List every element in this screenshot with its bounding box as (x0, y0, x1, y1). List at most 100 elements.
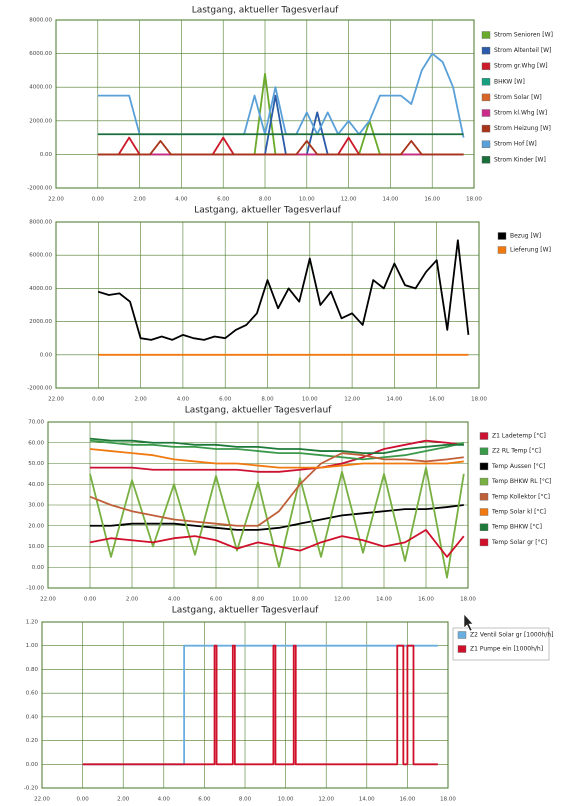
legend-swatch (479, 538, 489, 547)
x-tick-label: 6.00 (219, 397, 232, 403)
x-tick-label: 18.00 (466, 197, 482, 203)
legend-swatch (481, 46, 491, 55)
legend-swatch (479, 447, 489, 455)
legend-label: Strom Kinder [W] (494, 156, 546, 163)
legend-label: Strom Senioren [W] (494, 32, 553, 39)
legend-swatch (479, 508, 489, 516)
series-line (97, 140, 464, 156)
x-tick-label: 22.00 (48, 397, 64, 403)
series-line (90, 504, 464, 531)
y-tick-label: 8000.00 (29, 18, 52, 24)
x-tick-label: 8.00 (239, 797, 252, 803)
x-tick-label: 16.00 (418, 597, 434, 603)
x-tick-label: 10.00 (278, 797, 294, 803)
x-tick-label: 4.00 (175, 197, 188, 203)
x-tick-label: 16.00 (429, 397, 445, 403)
x-tick-label: 6.00 (217, 197, 230, 203)
legend-label: Strom gr.Whg [W] (494, 63, 548, 70)
x-tick-label: 18.00 (460, 597, 476, 603)
x-tick-label: 2.00 (126, 597, 139, 603)
legend-swatch (481, 93, 491, 102)
x-tick-label: 22.00 (34, 797, 50, 803)
x-tick-label: 4.00 (168, 597, 181, 603)
legend-label: Temp BHKW [°C] (491, 524, 542, 531)
x-tick-label: 12.00 (344, 397, 360, 403)
x-tick-label: 18.00 (471, 397, 487, 403)
y-tick-label: -2000.00 (27, 386, 52, 392)
legend-swatch (497, 232, 507, 240)
y-tick-label: 0.40 (26, 714, 39, 720)
y-tick-label: -2000.00 (27, 186, 52, 192)
legend-label: Z2 RL Temp [°C] (492, 448, 541, 455)
x-tick-label: 12.00 (334, 597, 350, 603)
x-tick-label: 8.00 (261, 397, 274, 403)
chart-title: Lastgang, aktueller Tagesverlauf (172, 606, 319, 616)
y-tick-label: 2000.00 (29, 118, 52, 124)
legend-label: Z1 Ladetemp [°C] (492, 433, 546, 440)
y-tick-label: 0.60 (26, 691, 39, 697)
legend-swatch (457, 645, 467, 653)
legend-swatch (479, 493, 489, 501)
y-tick-label: 10.00 (28, 544, 44, 550)
x-tick-label: 0.00 (76, 797, 89, 803)
mouse-cursor (463, 613, 474, 632)
legend-label: Temp Solar gr [°C] (491, 539, 547, 546)
legend-label: Strom Altenteil [W] (494, 47, 551, 54)
y-tick-label: 0.00 (32, 565, 45, 571)
y-tick-label: 8000.00 (29, 220, 52, 226)
series-line (89, 466, 465, 579)
series-line (82, 644, 438, 766)
legend-swatch (481, 109, 491, 117)
legend-label: BHKW [W] (494, 78, 525, 85)
legend-swatch (481, 31, 491, 39)
legend-label: Temp BHKW RL [°C] (491, 478, 551, 485)
x-tick-label: 14.00 (359, 797, 375, 803)
legend-label: Z1 Pumpe ein [1000h/h] (470, 646, 543, 653)
x-tick-label: 12.00 (318, 797, 334, 803)
series-line (98, 239, 470, 341)
y-tick-label: 30.00 (28, 503, 44, 509)
legend-label: Temp Kollektor [°C] (491, 493, 550, 500)
x-tick-label: 16.00 (400, 797, 416, 803)
x-tick-label: 10.00 (292, 597, 308, 603)
x-tick-label: 6.00 (210, 597, 223, 603)
legend-swatch (497, 246, 507, 254)
legend-swatch (481, 78, 491, 86)
legend-swatch (481, 140, 491, 148)
y-tick-label: 2000.00 (29, 319, 52, 325)
x-tick-label: 10.00 (302, 397, 318, 403)
y-tick-label: 0.80 (26, 667, 39, 673)
legend-label: Lieferung [W] (510, 247, 551, 254)
x-tick-label: 0.00 (92, 397, 105, 403)
legend-label: Bezug [W] (510, 233, 541, 240)
y-tick-label: 4000.00 (29, 85, 52, 91)
y-tick-label: 50.00 (28, 461, 44, 467)
legend-swatch (479, 462, 489, 471)
x-tick-label: 8.00 (259, 197, 272, 203)
x-tick-label: 6.00 (198, 797, 211, 803)
y-tick-label: -10.00 (26, 586, 44, 592)
x-tick-label: 22.00 (48, 197, 64, 203)
series-line (89, 439, 465, 461)
x-tick-label: 0.00 (92, 197, 105, 203)
chart-title: Lastgang, aktueller Tagesverlauf (194, 206, 341, 216)
y-tick-label: 0.00 (40, 352, 53, 358)
x-tick-label: 4.00 (158, 797, 171, 803)
x-tick-label: 2.00 (117, 797, 130, 803)
y-tick-label: 0.00 (26, 762, 39, 768)
legend-swatch (457, 631, 467, 639)
legend-swatch (479, 523, 489, 531)
y-tick-label: -0.20 (24, 786, 39, 792)
y-tick-label: 0.20 (26, 738, 39, 744)
series-line (89, 437, 464, 455)
y-tick-label: 20.00 (28, 523, 44, 529)
y-tick-label: 0.00 (40, 152, 53, 158)
x-tick-label: 18.00 (440, 797, 456, 803)
series-line (89, 448, 464, 469)
x-tick-label: 12.00 (341, 197, 357, 203)
x-tick-label: 4.00 (177, 397, 190, 403)
x-tick-label: 14.00 (387, 397, 403, 403)
legend-label: Temp Aussen [°C] (491, 463, 545, 470)
legend-swatch (479, 432, 489, 440)
legend-label: Z2 Ventil Solar gr [1000h/h] (470, 632, 554, 639)
